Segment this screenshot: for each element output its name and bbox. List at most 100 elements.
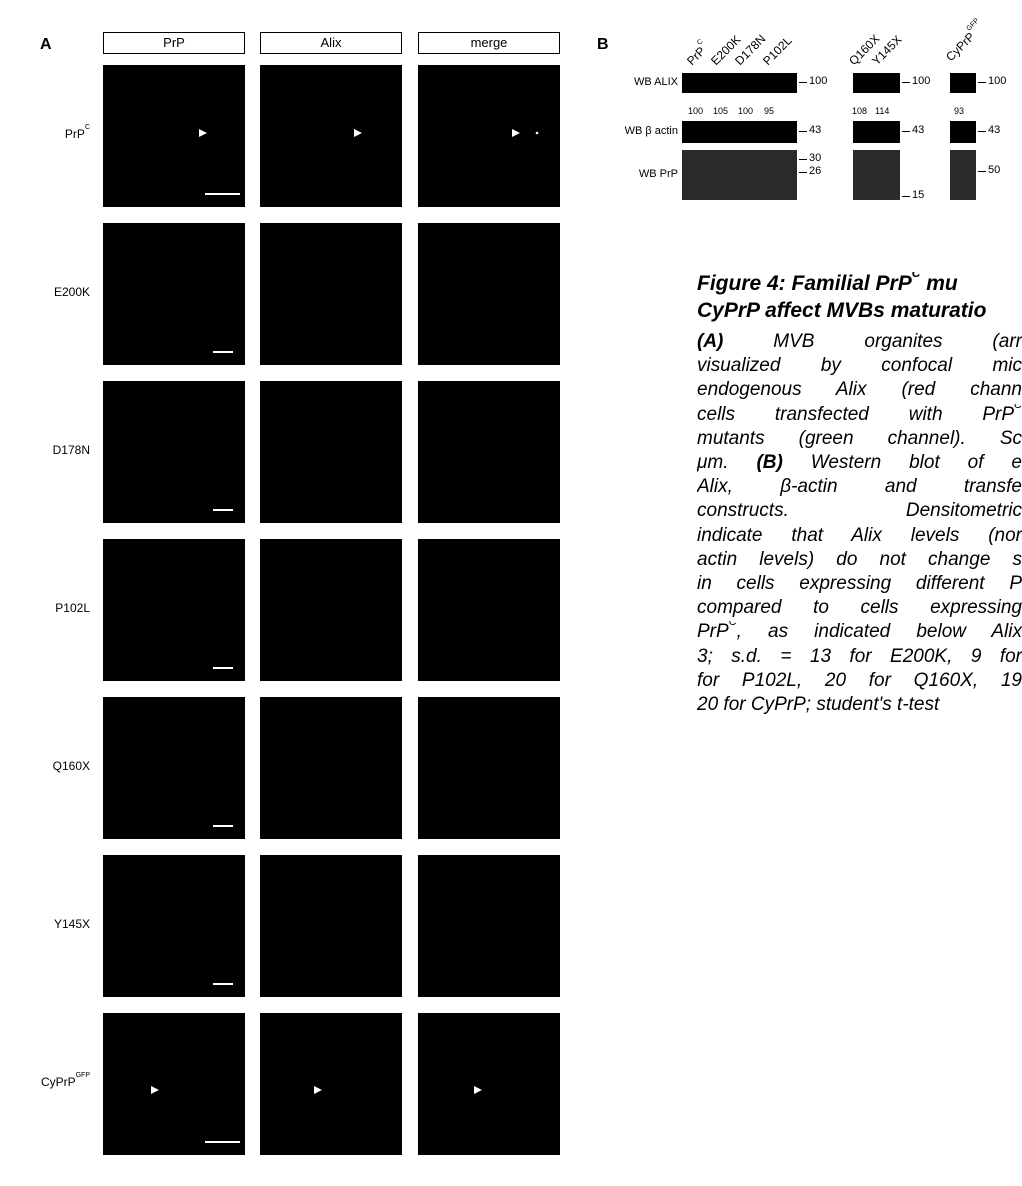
row-label: Y145X <box>30 917 90 931</box>
caption-text: (B) <box>756 452 782 473</box>
arrowhead <box>199 129 207 137</box>
caption-text: 20 for CyPrP; student's t-test <box>697 694 939 715</box>
micrograph-overlay <box>418 539 560 681</box>
arrowhead <box>151 1086 159 1094</box>
caption-text: Western blot of e <box>783 452 1022 473</box>
caption-line: PrPC, as indicated below Alix <box>697 621 1022 645</box>
caption-text: constructs. Densitometric <box>697 500 1022 521</box>
caption-title: Figure 4: Familial PrPC mu <box>697 272 1022 296</box>
blot-band <box>853 150 900 200</box>
arrowhead <box>314 1086 322 1094</box>
micrograph-overlay <box>418 381 560 523</box>
caption-title-text: mu <box>920 272 957 295</box>
label-text: CyPrP <box>943 30 977 64</box>
caption-line: 20 for CyPrP; student's t-test <box>697 694 1022 718</box>
marker-tick <box>799 131 807 132</box>
caption-text: , as indicated below Alix <box>737 621 1022 642</box>
caption-line: constructs. Densitometric <box>697 500 1022 524</box>
lane-label: CyPrPGFP <box>943 19 988 64</box>
caption-text: C <box>729 621 737 628</box>
caption-line: mutants (green channel). Sc <box>697 428 1022 452</box>
micrograph <box>260 65 402 207</box>
caption-line: indicate that Alix levels (nor <box>697 525 1022 549</box>
figure-page: APrPAlixmergePrPCE200KD178NP102LQ160XY14… <box>0 0 1022 1186</box>
micrograph <box>260 381 402 523</box>
blot-band <box>950 121 976 143</box>
micrograph-overlay <box>103 1013 245 1155</box>
arrowhead <box>474 1086 482 1094</box>
densitometry-value: 95 <box>764 106 774 116</box>
arrowhead <box>512 129 520 137</box>
caption-text: (A) <box>697 331 723 352</box>
densitometry-value: 100 <box>738 106 753 116</box>
label-sup: GFP <box>76 1072 90 1079</box>
blot-label: WB β actin <box>578 125 678 137</box>
marker-label: 15 <box>912 189 924 201</box>
blot-band <box>950 150 976 200</box>
column-header: merge <box>418 32 560 54</box>
micrograph <box>103 381 245 523</box>
lane-label: PrPC <box>684 40 712 68</box>
label-text: D178N <box>53 443 90 457</box>
caption-text: visualized by confocal mic <box>697 355 1022 376</box>
label-text: Q160X <box>53 759 90 773</box>
marker-label: 50 <box>988 164 1000 176</box>
micrograph <box>260 855 402 997</box>
row-label: Q160X <box>30 759 90 773</box>
micrograph <box>418 855 560 997</box>
marker-tick <box>799 159 807 160</box>
densitometry-value: 100 <box>688 106 703 116</box>
caption-text: in cells expressing different P <box>697 573 1022 594</box>
micrograph-overlay <box>103 381 245 523</box>
caption-text: endogenous Alix (red chann <box>697 379 1022 400</box>
caption-text: for P102L, 20 for Q160X, 19 <box>697 670 1022 691</box>
caption-line: in cells expressing different P <box>697 573 1022 597</box>
densitometry-value: 105 <box>713 106 728 116</box>
label-text: P102L <box>55 601 90 615</box>
micrograph <box>103 65 245 207</box>
marker-label: 100 <box>912 75 930 87</box>
column-header: PrP <box>103 32 245 54</box>
caption-text: cells transfected with PrP <box>697 404 1014 425</box>
micrograph <box>103 1013 245 1155</box>
arrowhead <box>536 132 539 135</box>
micrograph-overlay <box>103 223 245 365</box>
caption-title: CyPrP affect MVBs maturatio <box>697 299 1022 323</box>
micrograph <box>418 697 560 839</box>
caption-text: indicate that Alix levels (nor <box>697 525 1022 546</box>
label-text: E200K <box>54 285 90 299</box>
marker-label: 30 <box>809 152 821 164</box>
caption-line: endogenous Alix (red chann <box>697 379 1022 403</box>
row-label: PrPC <box>30 127 90 141</box>
marker-label: 43 <box>912 124 924 136</box>
micrograph-overlay <box>103 539 245 681</box>
marker-tick <box>978 82 986 83</box>
caption-line: 3; s.d. = 13 for E200K, 9 for <box>697 646 1022 670</box>
row-label: CyPrPGFP <box>30 1075 90 1089</box>
marker-tick <box>978 131 986 132</box>
row-label: D178N <box>30 443 90 457</box>
caption-text: Alix, β-actin and transfe <box>697 476 1022 497</box>
label-text: Y145X <box>54 917 90 931</box>
marker-tick <box>902 196 910 197</box>
panel-label: B <box>597 36 609 54</box>
densitometry-value: 93 <box>954 106 964 116</box>
caption-text: 3; s.d. = 13 for E200K, 9 for <box>697 646 1022 667</box>
micrograph <box>103 855 245 997</box>
marker-label: 100 <box>988 75 1006 87</box>
caption-line: compared to cells expressing <box>697 597 1022 621</box>
caption-text: μm. <box>697 452 756 473</box>
micrograph-overlay <box>260 223 402 365</box>
micrograph-overlay <box>260 855 402 997</box>
micrograph-overlay <box>260 1013 402 1155</box>
caption-title-text: CyPrP affect MVBs maturatio <box>697 299 986 322</box>
caption-line: visualized by confocal mic <box>697 355 1022 379</box>
micrograph-overlay <box>103 855 245 997</box>
blot-band <box>853 121 900 143</box>
caption-title-text: Figure 4: Familial PrP <box>697 272 912 295</box>
micrograph <box>418 539 560 681</box>
micrograph-overlay <box>418 855 560 997</box>
densitometry-value: 114 <box>875 106 889 116</box>
caption-text: PrP <box>697 621 729 642</box>
micrograph <box>260 1013 402 1155</box>
